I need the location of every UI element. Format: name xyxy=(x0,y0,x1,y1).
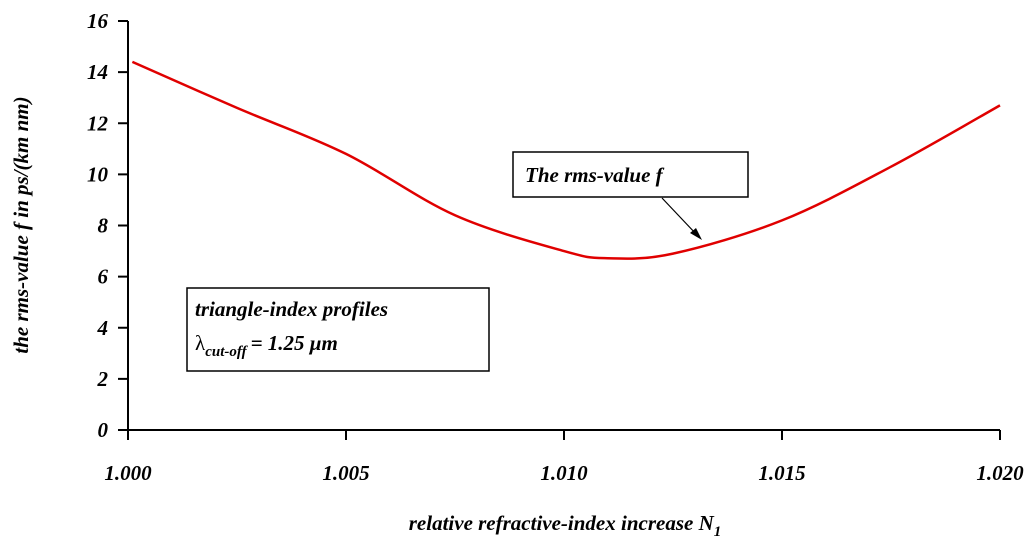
y-tick-label: 2 xyxy=(97,367,109,391)
cutoff-subscript: cut-off xyxy=(205,344,248,360)
series-label-box xyxy=(512,151,749,198)
x-tick-label: 1.005 xyxy=(322,461,369,485)
series-label: The rms-value f xyxy=(525,163,665,187)
x-axis-label-subscript: 1 xyxy=(714,524,722,540)
y-tick-label: 10 xyxy=(87,162,109,186)
y-tick-label: 8 xyxy=(98,214,109,238)
arrow xyxy=(661,197,698,236)
annotation-cutoff: λcut-off = 1.25 μm xyxy=(195,331,338,360)
cutoff-text: = 1.25 μm xyxy=(251,331,338,355)
x-axis-label-text: relative refractive-index increase N xyxy=(409,511,715,535)
y-axis-label: the rms-value f in ps/(km nm) xyxy=(9,96,33,353)
x-tick-label: 1.000 xyxy=(104,461,152,485)
annotation-box xyxy=(186,287,490,372)
y-tick-label: 0 xyxy=(98,418,109,442)
annotation-profile: triangle-index profiles xyxy=(195,297,388,321)
cutoff-symbol: λ xyxy=(195,331,206,355)
y-tick-label: 12 xyxy=(87,111,109,135)
y-tick-label: 6 xyxy=(98,265,109,289)
x-axis-label: relative refractive-index increase N1 xyxy=(409,511,722,540)
x-tick-label: 1.015 xyxy=(758,461,805,485)
data-line xyxy=(131,60,1001,260)
y-tick-label: 4 xyxy=(97,316,109,340)
x-tick-label: 1.010 xyxy=(540,461,588,485)
y-tick-label: 14 xyxy=(87,60,108,84)
arrow-head xyxy=(690,228,702,240)
x-tick-label: 1.020 xyxy=(976,461,1024,485)
y-tick-label: 16 xyxy=(87,9,109,33)
